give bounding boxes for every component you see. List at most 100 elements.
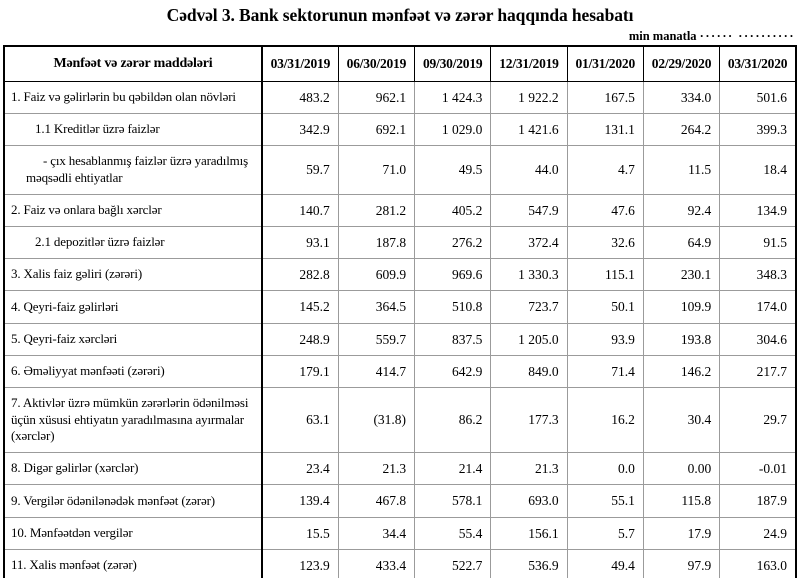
cell-value: 334.0 (642, 80, 721, 115)
cell-value: 5.7 (566, 516, 644, 550)
table-row: 8. Digər gəlirlər (xərclər) 23.4 21.3 21.4 2… (3, 451, 797, 486)
cell-value: 0.0 (566, 451, 644, 486)
cell-value: 93.9 (566, 322, 644, 356)
row-label: - çıx hesablanmış faizlər üzrə yaradılmı… (3, 145, 263, 195)
cell-value: 536.9 (490, 548, 568, 578)
table-row: 2.1 depozitlər üzrə faizlər 93.1 187.8 276.… (3, 225, 797, 260)
row-label: 3. Xalis faiz gəliri (zərəri) (3, 258, 263, 292)
cell-value: 282.8 (261, 258, 339, 292)
cell-value: 193.8 (642, 322, 721, 356)
cell-value: 342.9 (261, 113, 339, 147)
cell-value: 156.1 (490, 516, 568, 550)
cell-value: 64.9 (642, 225, 721, 260)
cell-value: 281.2 (337, 193, 416, 227)
column-header-date: 02/29/2020 (642, 45, 721, 82)
row-label: 5. Qeyri-faiz xərcləri (3, 322, 263, 356)
row-label: 6. Əməliyyat mənfəəti (zərəri) (3, 354, 263, 389)
table-row: 2. Faiz və onlara bağlı xərclər 140.7 281.… (3, 193, 797, 227)
row-label: 2.1 depozitlər üzrə faizlər (3, 225, 263, 260)
cell-value: 433.4 (337, 548, 416, 578)
cell-value: 115.1 (566, 258, 644, 292)
cell-value: 44.0 (490, 145, 568, 195)
table-row: 7. Aktivlər üzrə mümkün zərərlərin ödəni… (3, 387, 797, 453)
cell-value: 1 205.0 (490, 322, 568, 356)
profit-loss-table: Mənfəət və zərər maddələri 03/31/2019 06/3… (3, 44, 797, 578)
cell-value: 134.9 (719, 193, 797, 227)
unit-dotted-line: ······ ·········· (699, 29, 795, 43)
cell-value: 30.4 (642, 387, 721, 453)
cell-value: 399.3 (719, 113, 797, 147)
cell-value: 522.7 (414, 548, 492, 578)
cell-value: 187.9 (719, 484, 797, 518)
row-label: 10. Mənfəətdən vergilər (3, 516, 263, 550)
cell-value: 86.2 (414, 387, 492, 453)
table-row: 10. Mənfəətdən vergilər 15.5 34.4 55.4 156.1… (3, 516, 797, 550)
cell-value: 304.6 (719, 322, 797, 356)
cell-value: 174.0 (719, 290, 797, 324)
cell-value: 609.9 (337, 258, 416, 292)
cell-value: 348.3 (719, 258, 797, 292)
cell-value: 510.8 (414, 290, 492, 324)
cell-value: 59.7 (261, 145, 339, 195)
cell-value: 23.4 (261, 451, 339, 486)
cell-value: 578.1 (414, 484, 492, 518)
cell-value: 179.1 (261, 354, 339, 389)
cell-value: 414.7 (337, 354, 416, 389)
cell-value: 230.1 (642, 258, 721, 292)
cell-value: 559.7 (337, 322, 416, 356)
cell-value: 264.2 (642, 113, 721, 147)
cell-value: 1 029.0 (414, 113, 492, 147)
cell-value: 34.4 (337, 516, 416, 550)
column-header-date: 01/31/2020 (566, 45, 644, 82)
cell-value: 47.6 (566, 193, 644, 227)
cell-value: 15.5 (261, 516, 339, 550)
column-header-date: 09/30/2019 (414, 45, 492, 82)
cell-value: 93.1 (261, 225, 339, 260)
cell-value: 372.4 (490, 225, 568, 260)
cell-value: 115.8 (642, 484, 721, 518)
row-label: 1.1 Kreditlər üzrə faizlər (3, 113, 263, 147)
cell-value: 32.6 (566, 225, 644, 260)
cell-value: 364.5 (337, 290, 416, 324)
cell-value: 467.8 (337, 484, 416, 518)
row-label: 8. Digər gəlirlər (xərclər) (3, 451, 263, 486)
table-row: 4. Qeyri-faiz gəlirləri 145.2 364.5 510.8 72… (3, 290, 797, 324)
cell-value: 71.0 (337, 145, 416, 195)
cell-value: 131.1 (566, 113, 644, 147)
table-row: 5. Qeyri-faiz xərcləri 248.9 559.7 837.5 1 2… (3, 322, 797, 356)
cell-value: 177.3 (490, 387, 568, 453)
cell-value: 501.6 (719, 80, 797, 115)
cell-value: 140.7 (261, 193, 339, 227)
cell-value: 217.7 (719, 354, 797, 389)
cell-value: 4.7 (566, 145, 644, 195)
cell-value: (31.8) (337, 387, 416, 453)
header-row: Mənfəət və zərər maddələri 03/31/2019 06/3… (3, 45, 797, 82)
row-label: 2. Faiz və onlara bağlı xərclər (3, 193, 263, 227)
cell-value: 49.4 (566, 548, 644, 578)
cell-value: 483.2 (261, 80, 339, 115)
cell-value: 248.9 (261, 322, 339, 356)
cell-value: 49.5 (414, 145, 492, 195)
row-label: 4. Qeyri-faiz gəlirləri (3, 290, 263, 324)
cell-value: 163.0 (719, 548, 797, 578)
column-header-date: 06/30/2019 (337, 45, 416, 82)
cell-value: -0.01 (719, 451, 797, 486)
cell-value: 692.1 (337, 113, 416, 147)
cell-value: 642.9 (414, 354, 492, 389)
cell-value: 849.0 (490, 354, 568, 389)
cell-value: 91.5 (719, 225, 797, 260)
table-row: 11. Xalis mənfəət (zərər) 123.9 433.4 522.7… (3, 548, 797, 578)
cell-value: 1 424.3 (414, 80, 492, 115)
cell-value: 962.1 (337, 80, 416, 115)
cell-value: 109.9 (642, 290, 721, 324)
unit-note: min manatla ······ ·········· (3, 29, 797, 44)
column-header-date: 03/31/2020 (719, 45, 797, 82)
row-label: 9. Vergilər ödənilənədək mənfəət (zərər) (3, 484, 263, 518)
table-header: Mənfəət və zərər maddələri 03/31/2019 06/3… (3, 45, 797, 82)
cell-value: 55.1 (566, 484, 644, 518)
cell-value: 17.9 (642, 516, 721, 550)
cell-value: 405.2 (414, 193, 492, 227)
cell-value: 71.4 (566, 354, 644, 389)
cell-value: 723.7 (490, 290, 568, 324)
cell-value: 63.1 (261, 387, 339, 453)
